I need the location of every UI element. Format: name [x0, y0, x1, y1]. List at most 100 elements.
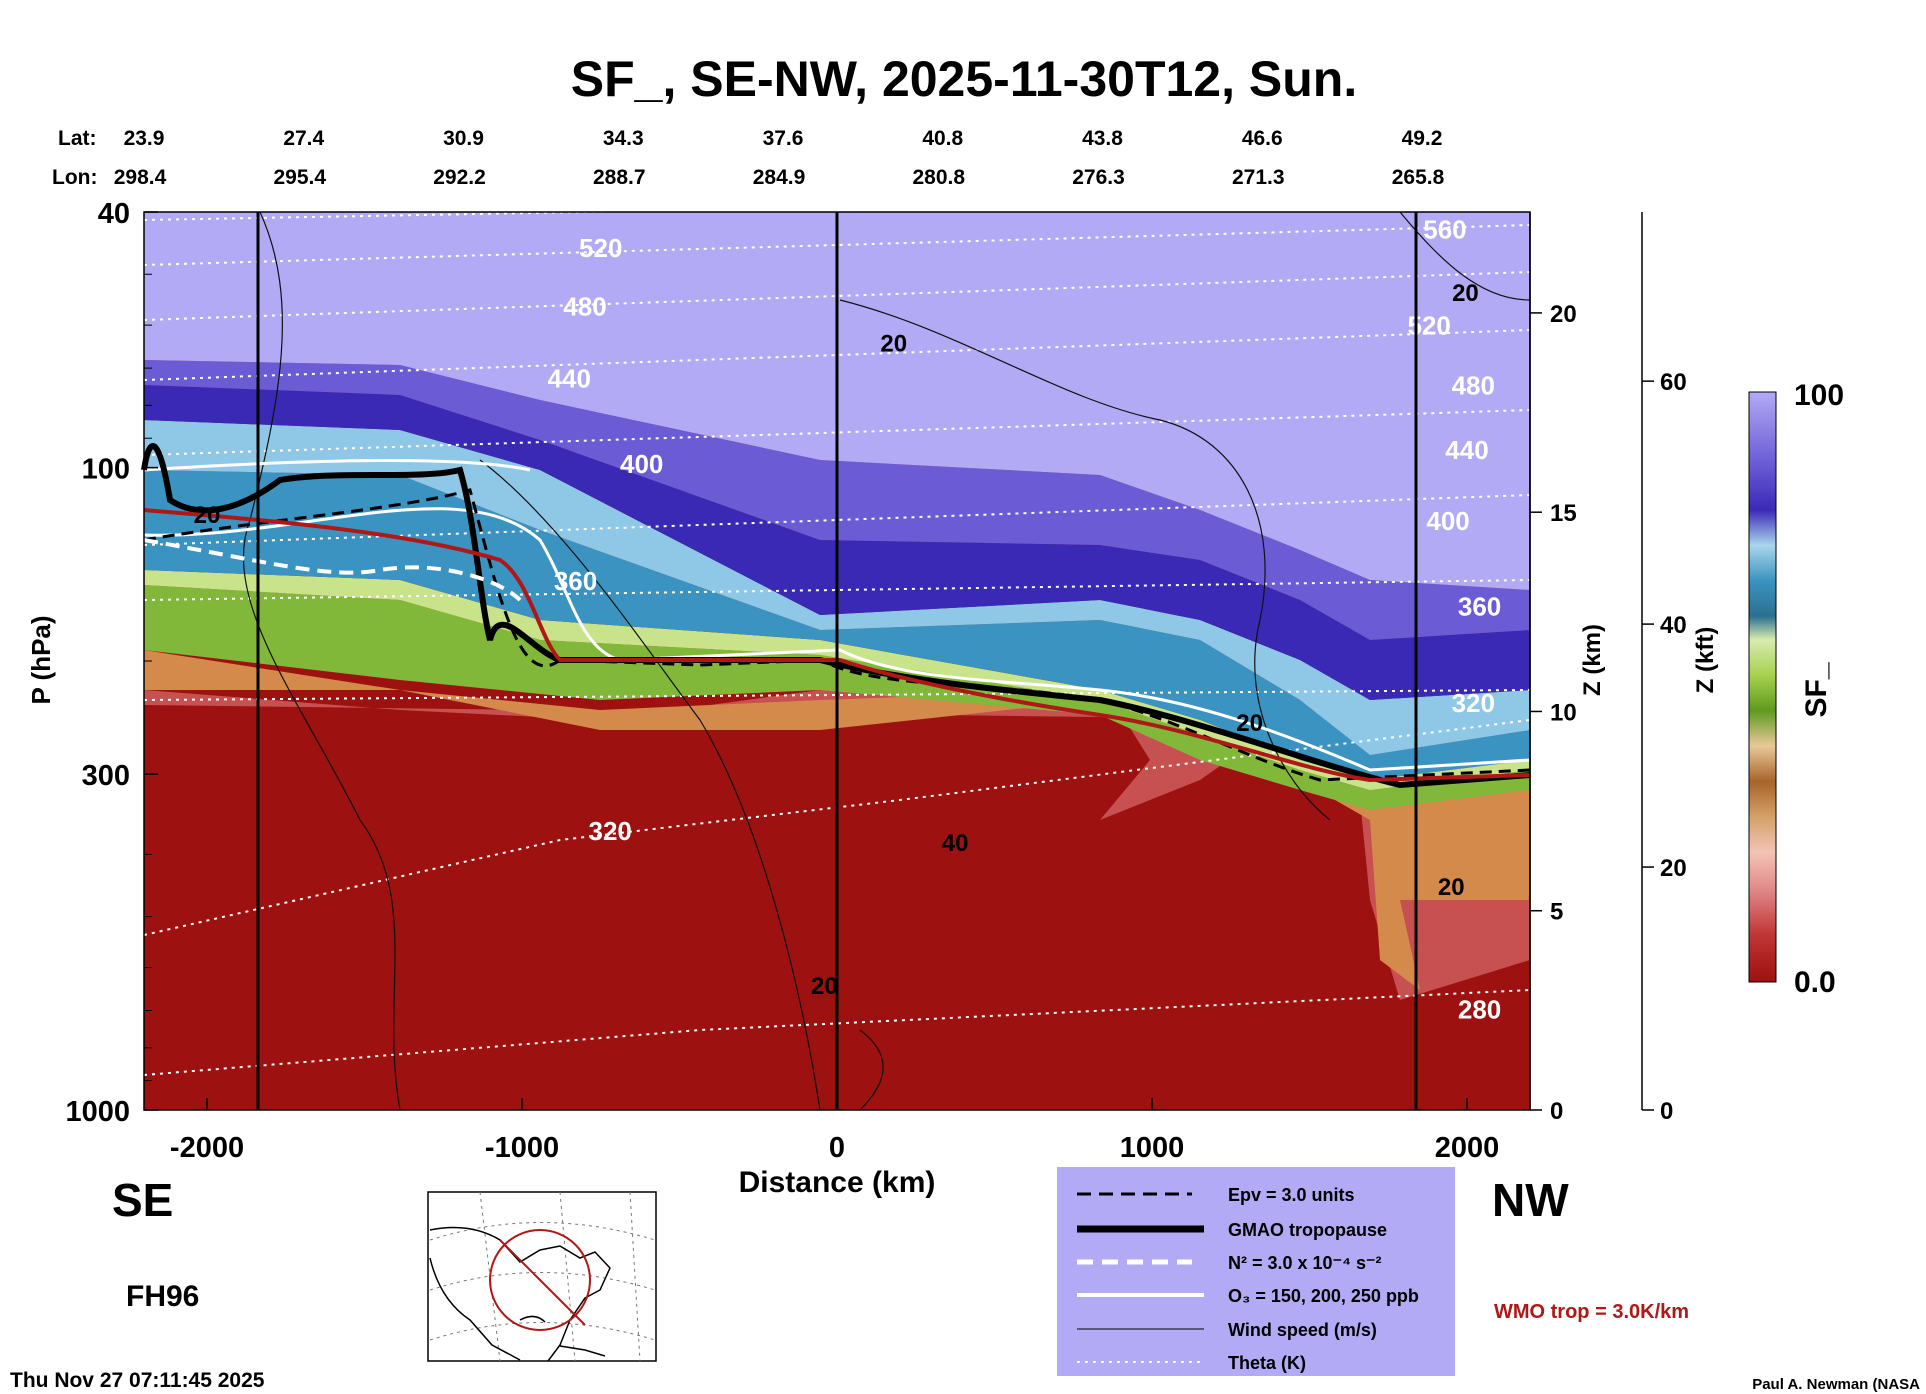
lon-row-label: Lon:: [52, 166, 97, 189]
lat-value-6: 43.8: [1082, 127, 1123, 150]
lat-value-0: 23.9: [124, 127, 165, 150]
wind-label-6: 20: [811, 973, 838, 1000]
z-kft-tick-label-0: 0: [1660, 1098, 1673, 1125]
lat-value-1: 27.4: [283, 127, 324, 150]
fill-blue: [144, 470, 1530, 780]
x-tick-label-4: 2000: [1435, 1132, 1500, 1164]
colorbar-max-label: 100: [1794, 379, 1844, 412]
lon-value-1: 295.4: [273, 166, 326, 189]
wind-label-4: 40: [942, 830, 969, 857]
x-tick-label-1: -1000: [485, 1132, 559, 1164]
chart-title: SF_, SE-NW, 2025-11-30T12, Sun.: [571, 51, 1357, 107]
legend-text-o3: O₃ = 150, 200, 250 ppb: [1228, 1286, 1419, 1306]
theta-label-0: 520: [579, 233, 622, 263]
wind-label-5: 20: [1438, 874, 1465, 901]
lon-value-7: 271.3: [1232, 166, 1285, 189]
theta-label-2: 440: [548, 363, 591, 393]
theta-label-13: 280: [1458, 994, 1501, 1024]
fill-light-green: [144, 570, 1530, 790]
z-kft-tick-label-2: 40: [1660, 612, 1687, 639]
z-km-axis-title: Z (km): [1579, 624, 1606, 696]
z-km-tick-label-0: 0: [1550, 1098, 1563, 1125]
lon-value-8: 265.8: [1392, 166, 1445, 189]
theta-label-3: 400: [620, 449, 663, 479]
map-frame: [427, 1191, 657, 1362]
x-tick-label-2: 0: [829, 1132, 845, 1164]
z-kft-tick-label-1: 20: [1660, 855, 1687, 882]
lat-value-8: 49.2: [1402, 127, 1443, 150]
legend-text-gmao: GMAO tropopause: [1228, 1220, 1387, 1240]
x-tick-label-0: -2000: [170, 1132, 244, 1164]
lat-lon-header: Lat: Lon: 23.9 298.4 27.4 295.4 30.9 292.2 34.…: [52, 127, 1445, 189]
theta-label-9: 440: [1445, 435, 1488, 465]
colorbar-min-label: 0.0: [1794, 966, 1836, 999]
wmo-trop-note: WMO trop = 3.0K/km: [1494, 1301, 1689, 1323]
z-km-tick-label-1: 5: [1550, 899, 1563, 926]
theta-label-6: 560: [1423, 215, 1466, 245]
lat-value-4: 37.6: [763, 127, 804, 150]
y-axis-title: P (hPa): [26, 615, 56, 704]
fill-green: [144, 585, 1530, 810]
z-km-axis: 0 5 10 15 20: [1529, 212, 1577, 1125]
lon-value-0: 298.4: [114, 166, 167, 189]
lat-value-2: 30.9: [443, 127, 484, 150]
theta-label-12: 320: [1452, 688, 1495, 718]
theta-label-7: 520: [1408, 310, 1451, 340]
lat-row-label: Lat:: [58, 127, 97, 150]
z-kft-axis-title: Z (kft): [1692, 627, 1719, 694]
z-km-tick-label-2: 10: [1550, 699, 1577, 726]
legend-text-n2: N² = 3.0 x 10⁻⁴ s⁻²: [1228, 1253, 1381, 1273]
legend: Epv = 3.0 units GMAO tropopause N² = 3.0…: [1057, 1167, 1455, 1376]
wind-label-1: 20: [880, 331, 907, 358]
lon-value-5: 280.8: [912, 166, 965, 189]
n2-contour: [143, 538, 522, 602]
theta-label-10: 400: [1426, 506, 1469, 536]
o3-contours: [143, 459, 1531, 772]
legend-text-wind: Wind speed (m/s): [1228, 1320, 1377, 1340]
theta-label-5: 320: [589, 816, 632, 846]
x-axis: -2000 -1000 0 1000 2000: [170, 1098, 1499, 1164]
p-tick-label-3: 1000: [65, 1096, 130, 1128]
timestamp: Thu Nov 27 07:11:45 2025: [10, 1369, 265, 1392]
theta-label-11: 360: [1458, 592, 1501, 622]
forecast-hour: FH96: [126, 1280, 199, 1313]
map-section-line: [499, 1239, 586, 1326]
legend-box: [1057, 1167, 1455, 1376]
pressure-axis: 40 100 300 1000: [65, 198, 158, 1128]
colorbar-title: SF_: [1800, 662, 1833, 717]
wind-label-3: 20: [1236, 710, 1263, 737]
p-tick-label-2: 300: [82, 760, 130, 792]
wind-labels: 20 20 20 20 40 20 20: [194, 280, 1479, 1000]
z-kft-tick-label-3: 60: [1660, 369, 1687, 396]
direction-se: SE: [112, 1174, 173, 1226]
z-kft-axis: 0 20 40 60: [1641, 212, 1687, 1125]
p-tick-label-1: 100: [82, 454, 130, 486]
lat-value-3: 34.3: [603, 127, 644, 150]
credit: Paul A. Newman (NASA: [1752, 1376, 1920, 1393]
x-axis-title: Distance (km): [739, 1166, 936, 1199]
z-km-tick-label-4: 20: [1550, 301, 1577, 328]
z-km-tick-label-3: 15: [1550, 500, 1577, 527]
lon-value-6: 276.3: [1072, 166, 1125, 189]
direction-nw: NW: [1492, 1174, 1569, 1226]
lon-value-2: 292.2: [433, 166, 486, 189]
lat-value-7: 46.6: [1242, 127, 1283, 150]
theta-label-4: 360: [554, 566, 597, 596]
theta-label-8: 480: [1452, 371, 1495, 401]
map-range-circle: [489, 1229, 591, 1331]
legend-text-theta: Theta (K): [1228, 1353, 1306, 1373]
p-tick-label-0: 40: [98, 198, 130, 230]
colorbar: 100 0.0 SF_: [1748, 379, 1844, 999]
gmao-tropopause: [141, 443, 1531, 789]
x-tick-label-3: 1000: [1120, 1132, 1185, 1164]
colorbar-scale: [1748, 391, 1777, 983]
fill-light-blue: [144, 420, 1530, 755]
plot-area: 5204804404003603205605204804404003603202…: [141, 194, 1531, 1111]
wmo-tropopause: [143, 508, 1531, 783]
legend-text-epv: Epv = 3.0 units: [1228, 1185, 1355, 1205]
lon-value-4: 284.9: [753, 166, 806, 189]
theta-label-1: 480: [563, 292, 606, 322]
wind-label-0: 20: [194, 502, 221, 529]
wind-label-2: 20: [1452, 280, 1479, 307]
